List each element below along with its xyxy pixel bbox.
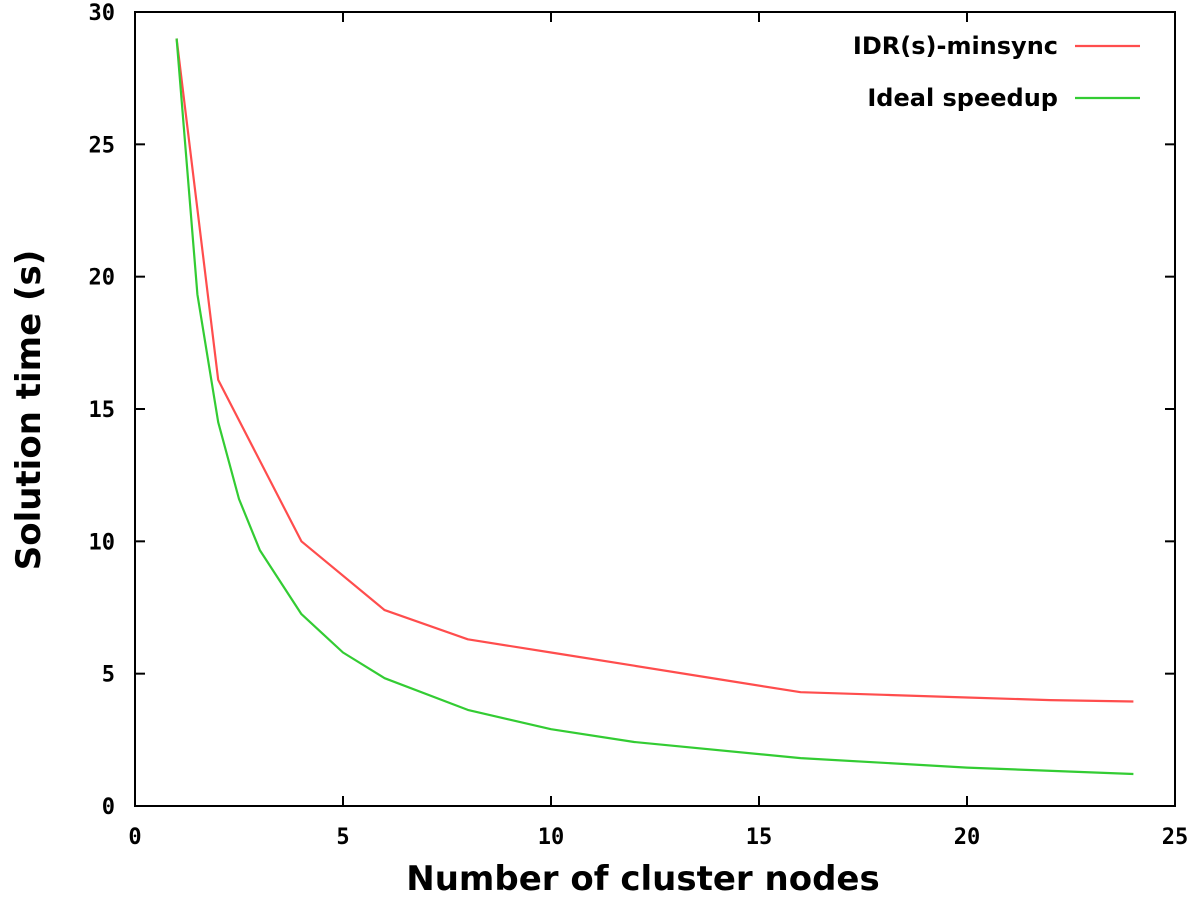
x-tick-label: 15 [746,825,773,850]
plot-border [134,11,1176,807]
y-axis-title: Solution time (s) [9,250,49,571]
y-tick-label: 5 [102,663,115,688]
legend: IDR(s)-minsync Ideal speedup [853,32,1140,112]
y-tick-label: 0 [102,795,115,820]
y-tick-label: 20 [89,266,116,291]
x-tick-label: 10 [538,825,565,850]
x-tick-label: 25 [1162,825,1189,850]
y-tick-label: 15 [89,398,116,423]
legend-label: Ideal speedup [867,84,1058,112]
legend-label: IDR(s)-minsync [853,32,1058,60]
x-tick-label: 5 [336,825,349,850]
y-tick-label: 10 [89,530,116,555]
series-line-idr-minsync [175,38,1134,703]
x-tick-label: 20 [954,825,981,850]
y-tick-label: 30 [89,1,116,26]
series-lines [175,38,1134,776]
x-tick-label: 0 [128,825,141,850]
y-tick-label: 25 [89,133,116,158]
tick-labels: 0 5 10 15 20 25 0 5 10 15 20 25 30 [89,1,1189,850]
plot-frame [134,11,1176,807]
series-line-ideal-speedup [175,38,1134,776]
x-axis-title: Number of cluster nodes [406,859,879,899]
axis-ticks [134,11,1176,807]
